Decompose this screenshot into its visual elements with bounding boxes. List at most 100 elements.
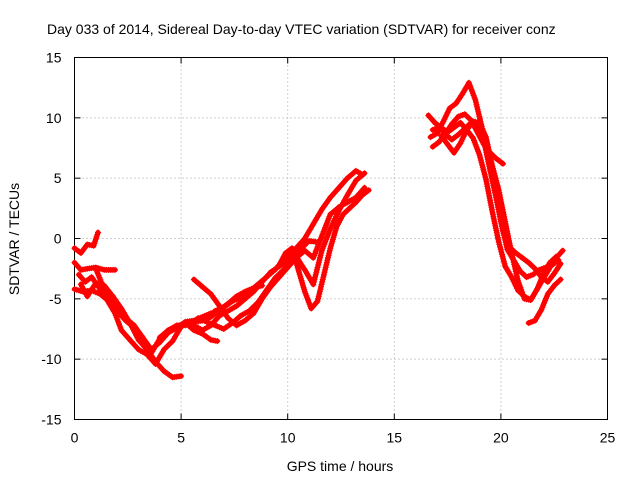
data-series: [438, 118, 560, 303]
x-tick-labels: 0 5 10 15 20 25: [71, 430, 616, 446]
data-point: [319, 233, 325, 239]
data-point: [428, 134, 433, 140]
data-point: [521, 296, 527, 302]
data-point: [229, 298, 235, 304]
data-point: [302, 267, 308, 273]
data-point: [340, 211, 346, 217]
data-point: [536, 267, 542, 273]
data-point: [453, 100, 459, 106]
data-point: [199, 331, 205, 337]
data-point: [509, 250, 515, 256]
data-point: [276, 262, 282, 268]
data-point: [161, 368, 167, 374]
data-point: [302, 289, 308, 295]
data-point: [483, 134, 489, 140]
y-tick-label: -15: [41, 412, 61, 428]
data-point: [344, 192, 350, 198]
data-point: [153, 361, 158, 367]
x-axis-label: GPS time / hours: [287, 458, 394, 474]
data-point: [136, 347, 141, 352]
data-point: [199, 327, 205, 333]
data-point: [470, 135, 476, 141]
data-point: [234, 303, 239, 309]
data-point: [455, 114, 461, 120]
data-point: [327, 245, 333, 251]
data-point: [474, 129, 480, 135]
data-point: [327, 226, 333, 232]
data-point: [285, 255, 291, 261]
data-point: [99, 281, 105, 287]
data-point: [530, 272, 536, 278]
data-point: [541, 271, 546, 276]
y-tick-label: 15: [46, 50, 62, 66]
data-point: [502, 263, 508, 269]
data-point: [455, 132, 461, 138]
data-point: [366, 187, 372, 193]
chart-title: Day 033 of 2014, Sidereal Day-to-day VTE…: [47, 21, 556, 37]
data-point: [451, 150, 457, 156]
data-point: [489, 163, 495, 169]
data-series: [92, 265, 185, 367]
data-point: [112, 267, 118, 273]
data-point: [344, 199, 350, 205]
data-point: [93, 280, 99, 286]
data-point: [344, 175, 350, 181]
data-point: [551, 283, 557, 289]
data-point: [430, 144, 436, 150]
data-point: [477, 152, 483, 158]
data-point: [259, 279, 265, 285]
data-point: [353, 168, 359, 174]
data-point: [425, 112, 431, 118]
data-series: [276, 187, 372, 312]
data-point: [136, 337, 141, 343]
y-tick-labels: -15 -10 -5 0 5 10 15: [41, 50, 61, 428]
data-point: [449, 121, 455, 127]
data-point: [302, 236, 308, 241]
data-series: [71, 259, 118, 273]
data-point: [178, 373, 184, 379]
data-point: [195, 315, 201, 321]
data-point: [513, 250, 519, 256]
y-tick-label: -10: [41, 351, 61, 367]
data-point: [259, 296, 265, 302]
data-point: [528, 297, 534, 303]
data-point: [157, 334, 163, 340]
data-point: [97, 291, 103, 297]
data-point: [445, 141, 451, 147]
data-point: [310, 221, 316, 227]
data-point: [170, 338, 176, 344]
data-point: [534, 286, 540, 292]
data-point: [496, 187, 502, 193]
data-point: [217, 303, 222, 309]
data-point: [319, 248, 325, 254]
data-point: [434, 131, 440, 136]
data-point: [238, 313, 244, 319]
data-point: [517, 268, 523, 274]
data-point: [170, 374, 176, 380]
data-point: [295, 267, 301, 273]
data-point: [449, 137, 455, 143]
data-point: [315, 298, 320, 304]
data-point: [464, 127, 470, 133]
data-point: [214, 338, 220, 344]
data-point: [208, 337, 214, 343]
data-point: [242, 318, 248, 324]
data-point: [106, 300, 112, 305]
data-point: [182, 320, 188, 326]
data-point: [457, 140, 463, 146]
data-point: [293, 245, 299, 251]
data-point: [438, 133, 444, 139]
data-point: [470, 119, 476, 124]
data-point: [306, 238, 312, 244]
data-point: [483, 176, 489, 182]
data-point: [509, 274, 515, 280]
data-point: [165, 327, 171, 333]
data-point: [545, 291, 551, 297]
data-point: [91, 243, 97, 249]
data-point: [551, 271, 557, 276]
data-point: [321, 272, 327, 278]
data-point: [251, 289, 257, 295]
data-point: [78, 250, 84, 256]
data-point: [95, 230, 101, 235]
